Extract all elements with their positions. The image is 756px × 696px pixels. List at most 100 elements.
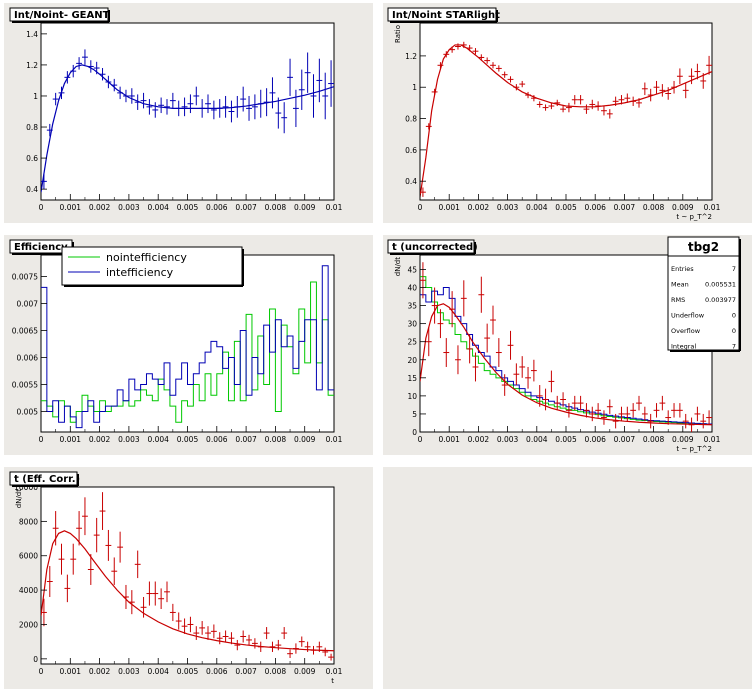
data-point <box>525 366 531 389</box>
data-point <box>460 41 467 49</box>
y-tick-label: 0.8 <box>26 123 38 132</box>
stats-value: 0.003977 <box>705 296 736 304</box>
data-point <box>322 647 329 657</box>
data-point <box>193 86 200 106</box>
x-tick-label: 0.004 <box>147 667 169 676</box>
data-point <box>158 588 165 610</box>
data-point <box>310 645 317 655</box>
data-point <box>624 406 631 422</box>
data-point <box>577 395 584 411</box>
data-point <box>530 359 537 382</box>
data-point <box>653 403 660 418</box>
data-point <box>105 75 112 89</box>
x-tick-label: 0.01 <box>326 667 343 676</box>
data-point <box>630 403 637 418</box>
data-point <box>571 395 578 411</box>
data-point <box>490 62 496 69</box>
data-point <box>566 102 572 113</box>
y-tick-label: 0.0065 <box>12 327 38 336</box>
x-tick-label: 0.002 <box>89 435 111 444</box>
plot-frame <box>40 22 335 201</box>
stats-label: Overflow <box>671 327 701 335</box>
data-point <box>513 363 520 386</box>
data-point <box>676 403 683 418</box>
data-point <box>548 102 555 110</box>
histogram-nointefficiency <box>41 281 334 423</box>
y-tick-label: 10000 <box>14 483 38 492</box>
data-point <box>99 492 106 530</box>
y-axis-label: dN/dt <box>394 257 402 276</box>
data-point <box>676 68 683 85</box>
data-point <box>158 97 165 114</box>
data-point <box>466 44 473 52</box>
data-point <box>287 649 293 658</box>
data-point <box>530 95 537 102</box>
x-tick-label: 0.008 <box>643 203 665 212</box>
x-axis-label: t <box>331 677 334 685</box>
x-tick-label: 0.002 <box>89 203 111 212</box>
data-point <box>251 94 258 120</box>
data-point <box>187 94 194 114</box>
data-point <box>665 410 672 425</box>
y-tick-label: 0.007 <box>17 300 39 309</box>
x-tick-label: 0.007 <box>614 435 636 444</box>
x-tick-label: 0.01 <box>704 203 721 212</box>
y-tick-label: 15 <box>407 374 417 383</box>
y-tick-label: 0.6 <box>405 146 417 155</box>
y-tick-label: 1 <box>33 92 38 101</box>
data-point <box>425 123 432 130</box>
chart-p4: 0 0.001 0.002 0.003 0.004 0.005 0.006 0.007 0.00… <box>387 236 741 453</box>
y-tick-label: 1.4 <box>26 30 38 39</box>
data-point <box>117 86 124 100</box>
data-point <box>536 385 543 407</box>
y-tick-label: 5 <box>412 410 417 419</box>
plot-area <box>420 262 712 432</box>
data-point <box>263 88 270 117</box>
data-point <box>246 95 252 121</box>
data-point <box>636 395 642 411</box>
data-point <box>322 72 329 120</box>
legend-label: intefficiency <box>106 266 174 279</box>
chart-title: t (uncorrected) <box>392 242 478 253</box>
y-tick-label: 0.6 <box>26 154 38 163</box>
data-point <box>554 99 561 107</box>
x-tick-label: 0.006 <box>584 435 606 444</box>
data-point <box>41 173 47 190</box>
data-point <box>52 92 59 106</box>
x-tick-label: 0.005 <box>177 667 199 676</box>
data-point <box>82 497 88 536</box>
data-point <box>443 338 450 367</box>
x-tick-label: 0.003 <box>497 435 519 444</box>
data-point <box>263 627 270 640</box>
data-point <box>653 80 660 94</box>
x-tick-label: 0.007 <box>235 667 257 676</box>
x-axis-label: t ~ p_T^2 <box>676 213 712 221</box>
data-point <box>630 96 637 107</box>
x-tick-label: 0 <box>39 667 44 676</box>
stats-value: 0.005531 <box>705 281 736 289</box>
data-point <box>146 581 153 606</box>
data-point <box>443 51 450 58</box>
data-point <box>169 603 176 622</box>
data-point <box>659 84 666 97</box>
data-point <box>706 55 712 75</box>
data-point <box>665 87 672 100</box>
x-tick-label: 0.004 <box>147 435 169 444</box>
data-point <box>542 104 549 111</box>
stats-label: Underflow <box>671 312 705 320</box>
data-point <box>647 88 654 102</box>
data-point <box>257 89 264 118</box>
x-tick-label: 0.001 <box>438 203 460 212</box>
data-point <box>328 653 334 661</box>
chart-title: Int/Noint- GEANT <box>14 10 110 21</box>
x-tick-label: 0.001 <box>60 667 82 676</box>
x-tick-label: 0.005 <box>177 203 199 212</box>
data-point <box>501 71 508 78</box>
stats-title: tbg2 <box>688 240 719 254</box>
data-point <box>548 370 555 393</box>
pad-6-empty <box>383 467 752 689</box>
data-point <box>571 95 578 105</box>
data-point <box>659 395 666 411</box>
data-point <box>298 636 305 647</box>
x-tick-label: 0.003 <box>118 435 140 444</box>
